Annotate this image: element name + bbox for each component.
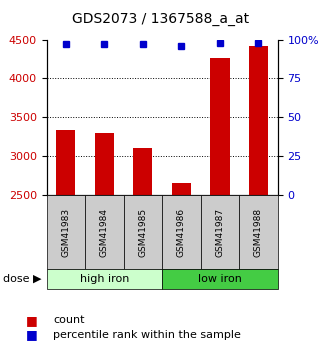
Bar bbox=[56, 130, 75, 345]
Bar bbox=[172, 183, 191, 345]
Text: GSM41986: GSM41986 bbox=[177, 207, 186, 257]
Text: GSM41983: GSM41983 bbox=[61, 207, 70, 257]
Text: low iron: low iron bbox=[198, 274, 242, 284]
Bar bbox=[133, 148, 152, 345]
Text: GSM41988: GSM41988 bbox=[254, 207, 263, 257]
Text: dose ▶: dose ▶ bbox=[3, 274, 42, 284]
Text: GSM41987: GSM41987 bbox=[215, 207, 224, 257]
Text: ■: ■ bbox=[26, 328, 38, 341]
Text: high iron: high iron bbox=[80, 274, 129, 284]
Bar bbox=[249, 46, 268, 345]
Text: GDS2073 / 1367588_a_at: GDS2073 / 1367588_a_at bbox=[72, 12, 249, 26]
Text: ■: ■ bbox=[26, 314, 38, 327]
Bar bbox=[95, 133, 114, 345]
Text: count: count bbox=[53, 315, 84, 325]
Bar bbox=[210, 58, 230, 345]
Text: percentile rank within the sample: percentile rank within the sample bbox=[53, 330, 241, 339]
Text: GSM41985: GSM41985 bbox=[138, 207, 147, 257]
Text: GSM41984: GSM41984 bbox=[100, 207, 109, 257]
